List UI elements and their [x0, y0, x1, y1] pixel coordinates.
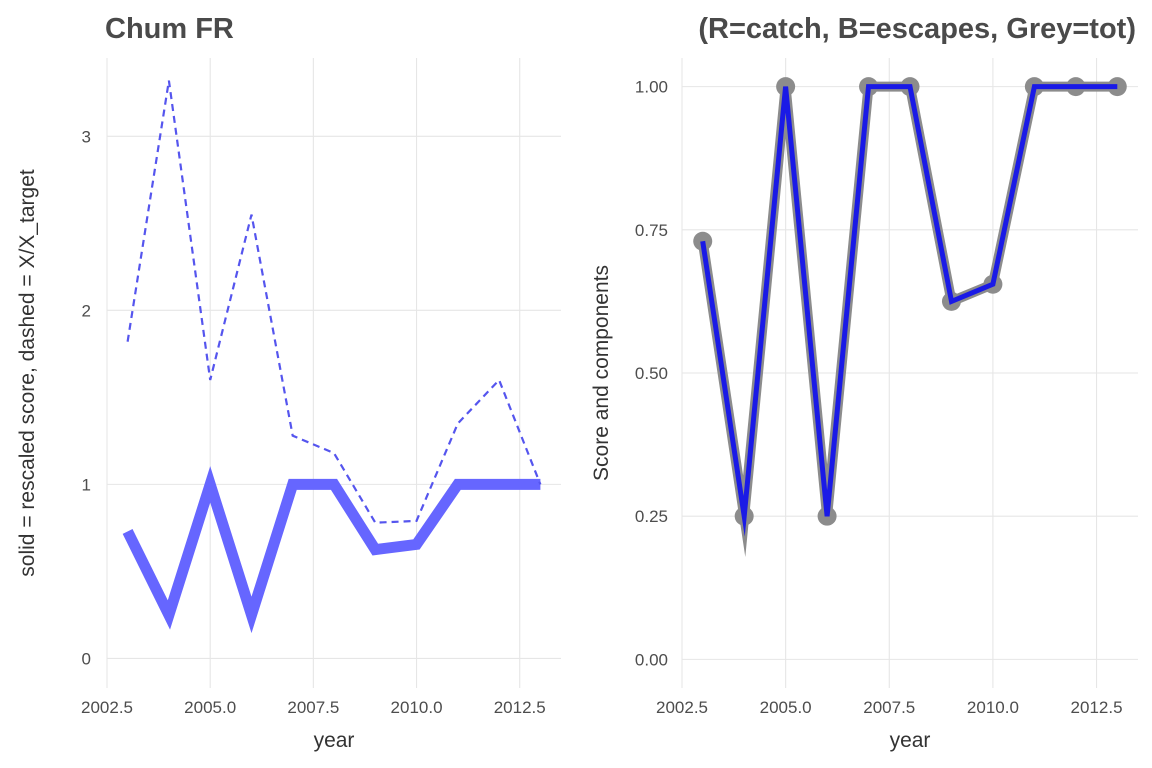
y-tick-label: 0	[82, 649, 91, 668]
y-tick-label: 0.00	[635, 650, 668, 669]
gridlines	[681, 58, 1138, 688]
gridlines	[106, 58, 561, 688]
x-tick-label: 2002.5	[81, 698, 133, 717]
y-tick-label: 0.25	[635, 507, 668, 526]
x-tick-label: 2012.5	[494, 698, 546, 717]
x-tick-label: 2007.5	[287, 698, 339, 717]
x-tick-label: 2005.0	[184, 698, 236, 717]
chart-title: Chum FR	[105, 13, 234, 45]
left-chart-panel: 2002.5 2005.0 2007.5 2010.0 2012.5 0 1 2 3 year so…	[16, 13, 561, 752]
x-axis-title: year	[890, 729, 931, 752]
y-tick-label: 0.75	[635, 221, 668, 240]
right-chart-panel: 2002.5 2005.0 2007.5 2010.0 2012.5 0.00 0.25 0.…	[590, 13, 1138, 752]
y-tick-label: 1.00	[635, 78, 668, 97]
escapes-blue-line	[700, 84, 1118, 537]
y-tick-label: 0.50	[635, 364, 668, 383]
x-tick-label: 2002.5	[656, 698, 708, 717]
x-tick-label: 2012.5	[1071, 698, 1123, 717]
x-tick-label: 2005.0	[760, 698, 812, 717]
x-tick-label: 2010.0	[967, 698, 1019, 717]
y-tick-label: 1	[82, 475, 91, 494]
y-tick-label: 2	[82, 301, 91, 320]
y-axis-title: solid = rescaled score, dashed = X/X_tar…	[16, 169, 39, 577]
x-tick-label: 2010.0	[391, 698, 443, 717]
chart-title: (R=catch, B=escapes, Grey=tot)	[698, 13, 1136, 45]
ratio-dashed-line	[126, 80, 542, 524]
total-grey-point	[693, 231, 713, 251]
score-solid-line	[122, 466, 541, 634]
y-axis-title: Score and components	[590, 265, 613, 481]
y-tick-label: 3	[82, 127, 91, 146]
x-axis-title: year	[314, 729, 355, 752]
x-tick-label: 2007.5	[863, 698, 915, 717]
